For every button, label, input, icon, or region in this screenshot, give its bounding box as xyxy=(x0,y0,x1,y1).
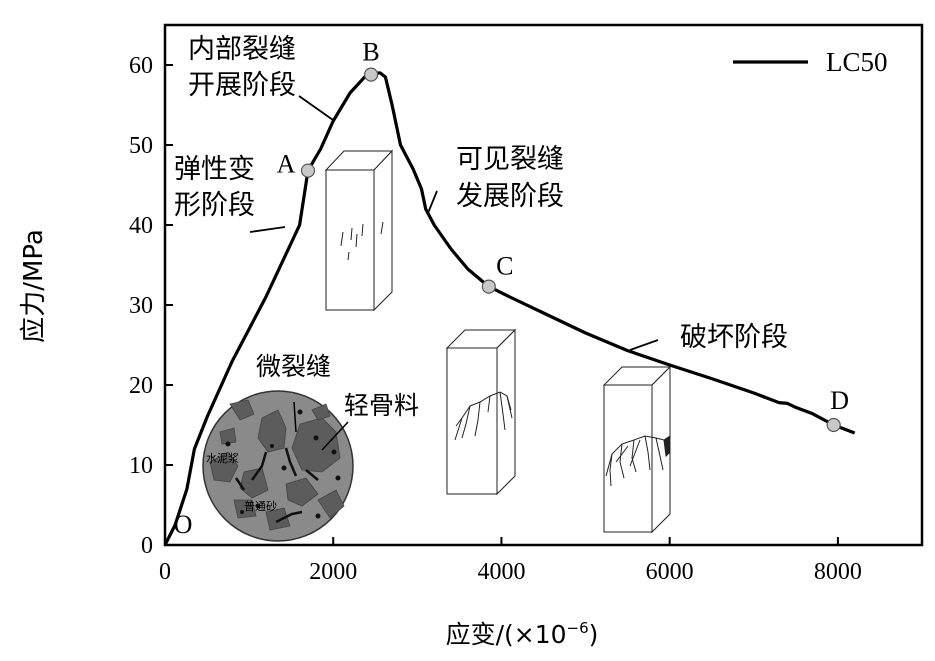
x-axis-label: 应变/(×10−6) xyxy=(446,619,599,649)
specimen-cracked xyxy=(445,328,517,496)
axis-ticks xyxy=(164,64,839,546)
stage-label-failure: 破坏阶段 xyxy=(680,322,788,353)
point-marker-C xyxy=(481,279,496,294)
inset-label-light-aggregate: 轻骨料 xyxy=(344,391,419,420)
microstructure-inset: 水泥浆 普通砂 微裂缝 轻骨料 xyxy=(202,352,419,542)
stage-label-internal-crack: 内部裂缝 开展阶段 xyxy=(188,34,305,101)
point-marker-B xyxy=(363,67,379,82)
point-label-C: C xyxy=(496,252,513,281)
legend-label-lc50: LC50 xyxy=(826,47,888,77)
y-tick-label: 10 xyxy=(129,453,153,479)
annotation-pointers xyxy=(249,95,659,351)
y-tick-label: 60 xyxy=(129,53,153,79)
series-line-lc50 xyxy=(163,71,856,546)
y-tick-label: 40 xyxy=(129,213,153,239)
stage-label-elastic: 弹性变 形阶段 xyxy=(174,154,264,221)
point-label-B: B xyxy=(362,38,379,67)
specimen-failed xyxy=(602,365,672,534)
curve-markers: O A B C D xyxy=(174,38,849,539)
specimen-intact xyxy=(324,149,394,312)
point-marker-D xyxy=(826,417,841,433)
y-tick-label: 30 xyxy=(129,293,153,319)
y-tick-label: 50 xyxy=(129,133,153,159)
inset-label-micro-crack: 微裂缝 xyxy=(256,352,331,381)
axis-tick-labels: 0 2000 4000 6000 8000 0 10 20 30 40 50 60 xyxy=(129,53,862,585)
legend: LC50 xyxy=(733,47,888,77)
point-marker-A xyxy=(300,163,316,178)
x-tick-label: 4000 xyxy=(477,559,525,585)
x-tick-label: 8000 xyxy=(814,559,862,585)
stage-label-visible-crack: 可见裂缝 发展阶段 xyxy=(456,144,573,212)
x-tick-label: 2000 xyxy=(309,559,357,585)
x-tick-label: 6000 xyxy=(646,559,694,585)
y-tick-label: 20 xyxy=(129,373,153,399)
inset-label-cement-paste: 水泥浆 xyxy=(206,451,239,465)
x-tick-label: 0 xyxy=(159,559,171,585)
plot-frame xyxy=(163,23,924,547)
inset-label-normal-sand: 普通砂 xyxy=(244,499,277,513)
point-label-A: A xyxy=(277,150,296,179)
y-tick-label: 0 xyxy=(141,533,153,559)
y-axis-label: 应力/MPa xyxy=(19,229,49,343)
point-label-D: D xyxy=(830,386,849,415)
point-label-O: O xyxy=(174,510,193,539)
